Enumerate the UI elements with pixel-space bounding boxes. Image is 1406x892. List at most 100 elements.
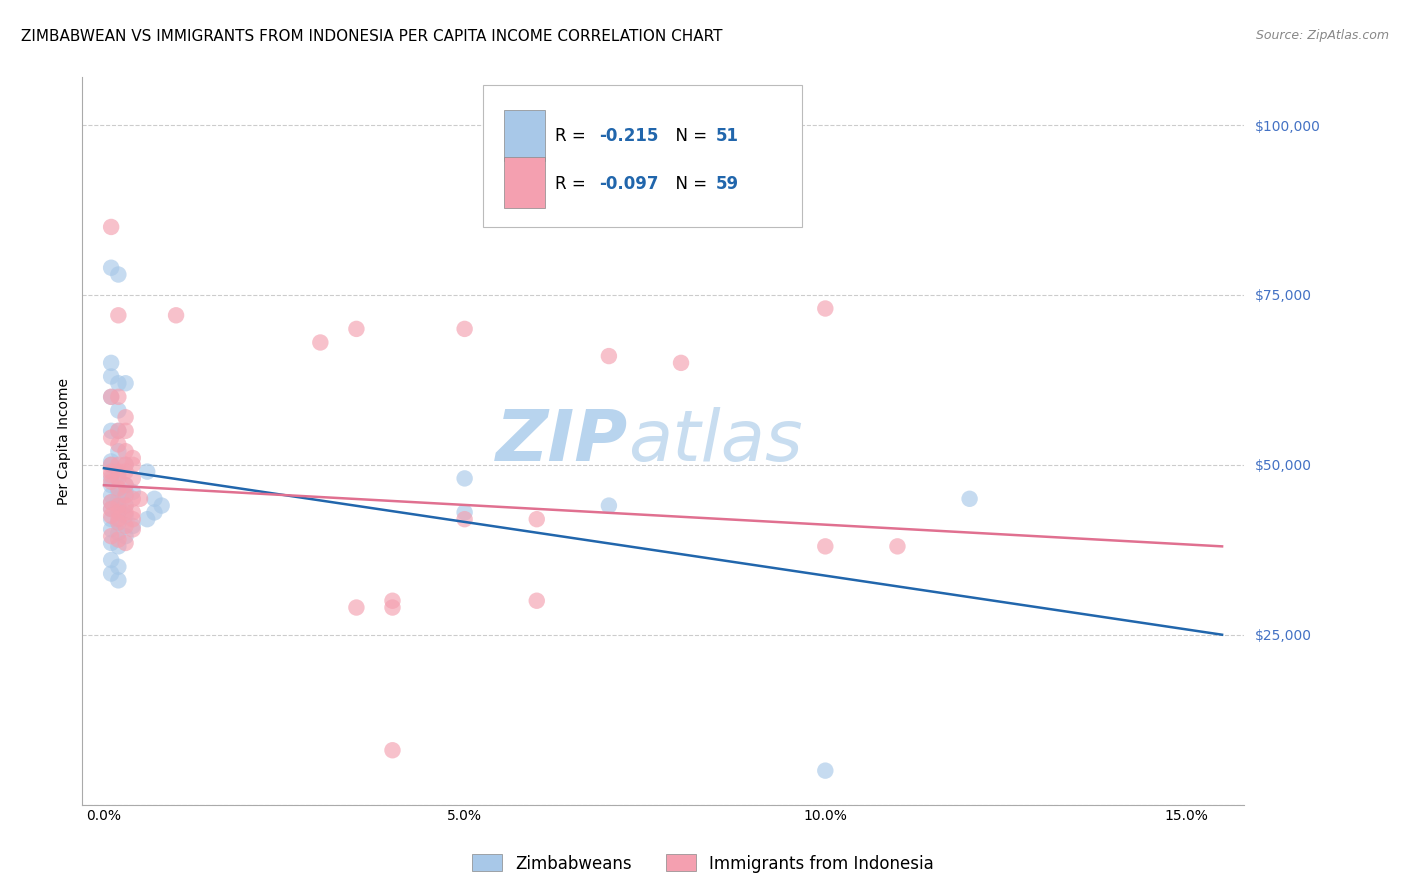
Point bbox=[309, 335, 332, 350]
Point bbox=[814, 301, 837, 316]
Legend: Zimbabweans, Immigrants from Indonesia: Zimbabweans, Immigrants from Indonesia bbox=[465, 847, 941, 880]
Point bbox=[114, 424, 136, 438]
Text: N =: N = bbox=[665, 176, 713, 194]
Point bbox=[114, 499, 136, 513]
Point bbox=[107, 505, 129, 519]
Text: 59: 59 bbox=[716, 176, 738, 194]
Point bbox=[107, 491, 129, 506]
Point bbox=[100, 219, 122, 234]
Point bbox=[100, 431, 122, 445]
Point bbox=[453, 512, 475, 526]
Point bbox=[598, 499, 620, 513]
Point bbox=[100, 488, 122, 502]
Point bbox=[107, 308, 129, 322]
Point bbox=[453, 471, 475, 485]
Point bbox=[100, 369, 122, 384]
FancyBboxPatch shape bbox=[503, 111, 544, 161]
Point bbox=[121, 450, 143, 465]
Point bbox=[526, 512, 548, 526]
Y-axis label: Per Capita Income: Per Capita Income bbox=[58, 377, 72, 505]
Point bbox=[107, 516, 129, 530]
Point bbox=[107, 499, 129, 513]
Point bbox=[121, 512, 143, 526]
Point bbox=[100, 566, 122, 581]
Point bbox=[121, 519, 143, 533]
Point bbox=[107, 403, 129, 417]
Point bbox=[143, 505, 166, 519]
Point bbox=[107, 516, 129, 530]
Point bbox=[100, 465, 122, 479]
Point bbox=[100, 522, 122, 536]
Text: 51: 51 bbox=[716, 127, 738, 145]
Point bbox=[121, 491, 143, 506]
Point bbox=[107, 437, 129, 451]
Point bbox=[121, 485, 143, 500]
Point bbox=[453, 322, 475, 336]
Point bbox=[669, 356, 692, 370]
Point bbox=[121, 505, 143, 519]
Point bbox=[107, 525, 129, 540]
Point bbox=[114, 508, 136, 523]
Point bbox=[121, 471, 143, 485]
Point bbox=[381, 743, 404, 757]
Point bbox=[107, 376, 129, 391]
Point bbox=[107, 424, 129, 438]
Point bbox=[107, 482, 129, 496]
Point bbox=[107, 468, 129, 483]
Point bbox=[100, 260, 122, 275]
Point bbox=[114, 499, 136, 513]
FancyBboxPatch shape bbox=[503, 157, 544, 209]
Point bbox=[107, 505, 129, 519]
Point bbox=[100, 390, 122, 404]
Point bbox=[114, 478, 136, 492]
Point bbox=[150, 499, 173, 513]
Point bbox=[165, 308, 187, 322]
Text: -0.215: -0.215 bbox=[599, 127, 658, 145]
Point bbox=[100, 468, 122, 483]
Point bbox=[107, 471, 129, 485]
Point bbox=[107, 574, 129, 588]
Point bbox=[114, 536, 136, 550]
Point bbox=[526, 593, 548, 607]
Point bbox=[107, 390, 129, 404]
Text: ZIMBABWEAN VS IMMIGRANTS FROM INDONESIA PER CAPITA INCOME CORRELATION CHART: ZIMBABWEAN VS IMMIGRANTS FROM INDONESIA … bbox=[21, 29, 723, 44]
Point bbox=[129, 491, 152, 506]
Point bbox=[100, 512, 122, 526]
Point bbox=[100, 536, 122, 550]
Point bbox=[114, 529, 136, 543]
Point bbox=[121, 522, 143, 536]
Point bbox=[100, 458, 122, 472]
Point bbox=[107, 540, 129, 554]
Point bbox=[814, 764, 837, 778]
Point bbox=[598, 349, 620, 363]
Point bbox=[381, 593, 404, 607]
Point bbox=[114, 444, 136, 458]
Point bbox=[107, 485, 129, 500]
Point bbox=[114, 458, 136, 472]
Point bbox=[107, 499, 129, 513]
Point bbox=[121, 458, 143, 472]
Point bbox=[107, 458, 129, 472]
Point bbox=[100, 495, 122, 509]
Point bbox=[136, 465, 159, 479]
Point bbox=[100, 553, 122, 567]
Point bbox=[114, 485, 136, 500]
Point bbox=[107, 512, 129, 526]
Point bbox=[114, 376, 136, 391]
Point bbox=[107, 268, 129, 282]
Text: N =: N = bbox=[665, 127, 713, 145]
Point bbox=[100, 502, 122, 516]
Point bbox=[100, 495, 122, 509]
Text: Source: ZipAtlas.com: Source: ZipAtlas.com bbox=[1256, 29, 1389, 42]
Point bbox=[886, 540, 908, 554]
Point bbox=[100, 502, 122, 516]
Point bbox=[381, 600, 404, 615]
Point bbox=[136, 512, 159, 526]
Point bbox=[114, 488, 136, 502]
Point bbox=[100, 478, 122, 492]
Point bbox=[107, 424, 129, 438]
Point bbox=[100, 508, 122, 523]
Text: atlas: atlas bbox=[628, 407, 803, 475]
Point bbox=[107, 533, 129, 547]
Point bbox=[344, 322, 367, 336]
